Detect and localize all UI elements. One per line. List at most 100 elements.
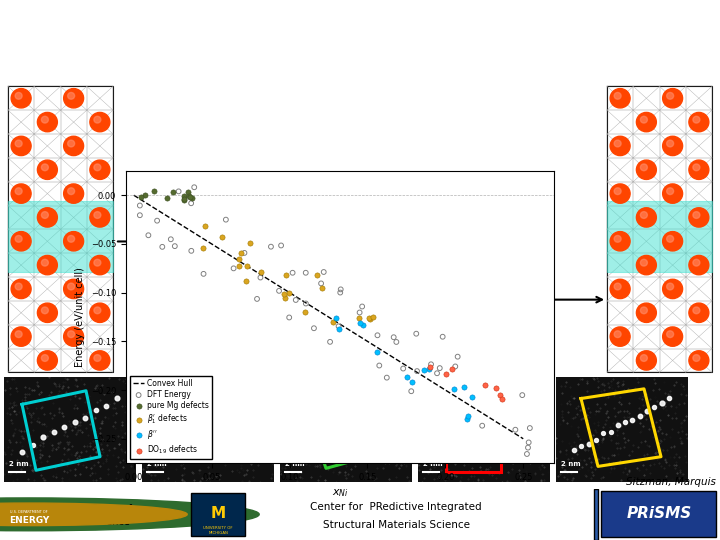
Circle shape: [640, 259, 647, 266]
$\beta''$: [371, 348, 382, 356]
$\beta_1'$ defects: [364, 315, 376, 323]
FancyBboxPatch shape: [191, 493, 245, 536]
Circle shape: [11, 136, 31, 156]
Circle shape: [640, 164, 647, 171]
Circle shape: [63, 327, 84, 346]
DFT Energy: [431, 369, 443, 377]
DFT Energy: [169, 242, 181, 251]
DFT Energy: [251, 295, 263, 303]
DFT Energy: [165, 235, 176, 244]
Circle shape: [636, 160, 657, 179]
Circle shape: [41, 164, 48, 171]
Circle shape: [689, 303, 709, 322]
Bar: [187, 395, 221, 453]
Text: U.S. DEPARTMENT OF: U.S. DEPARTMENT OF: [10, 510, 48, 514]
DFT Energy: [151, 217, 163, 225]
Circle shape: [693, 116, 700, 123]
Text: First-principles: Metastable hcp ground states: First-principles: Metastable hcp ground …: [9, 26, 665, 51]
DFT Energy: [434, 364, 446, 373]
$\beta''$: [418, 366, 430, 374]
Bar: [142, 377, 274, 482]
Circle shape: [41, 307, 48, 314]
DFT Energy: [372, 331, 383, 340]
Circle shape: [41, 116, 48, 123]
Circle shape: [90, 208, 110, 227]
Circle shape: [662, 232, 683, 251]
Circle shape: [614, 235, 621, 242]
Circle shape: [693, 259, 700, 266]
DFT Energy: [275, 241, 287, 250]
Circle shape: [614, 283, 621, 290]
DFT Energy: [356, 302, 368, 311]
Circle shape: [90, 303, 110, 322]
Circle shape: [610, 184, 630, 203]
DFT Energy: [220, 215, 232, 224]
$\beta_1'$ defects: [279, 294, 291, 303]
Circle shape: [63, 279, 84, 299]
Circle shape: [41, 212, 48, 218]
DFT Energy: [315, 279, 327, 288]
Circle shape: [90, 351, 110, 370]
Circle shape: [68, 140, 75, 147]
Circle shape: [90, 160, 110, 179]
Bar: [607, 201, 712, 272]
DFT Energy: [354, 308, 365, 317]
Circle shape: [15, 140, 22, 147]
Bar: [607, 86, 712, 373]
Circle shape: [667, 331, 674, 338]
$\beta_1'$ defects: [235, 248, 247, 257]
pure Mg defects: [184, 192, 195, 200]
DFT Energy: [143, 231, 154, 240]
Circle shape: [636, 303, 657, 322]
Text: Science: Science: [93, 517, 130, 527]
Circle shape: [11, 184, 31, 203]
Circle shape: [15, 283, 22, 290]
DFT Energy: [333, 322, 344, 330]
DFT Energy: [516, 391, 528, 400]
DFT Energy: [374, 361, 385, 370]
$\beta_1'$ defects: [256, 267, 267, 276]
Text: PRiSMS: PRiSMS: [626, 506, 691, 521]
DFT Energy: [411, 367, 423, 375]
$\beta_1'$ defects: [311, 270, 323, 279]
DFT Energy: [388, 333, 400, 342]
DFT Energy: [318, 268, 330, 276]
$\beta_1'$ defects: [234, 254, 246, 263]
DO$_{19}$ defects: [490, 384, 502, 393]
Legend: Convex Hull, DFT Energy, pure Mg defects, $\beta_1'$ defects, $\beta''$, DO$_{19: Convex Hull, DFT Energy, pure Mg defects…: [130, 376, 212, 460]
Circle shape: [68, 235, 75, 242]
Circle shape: [63, 232, 84, 251]
DFT Energy: [524, 424, 536, 433]
Circle shape: [667, 188, 674, 194]
Circle shape: [610, 136, 630, 156]
$\beta''$: [354, 319, 366, 327]
Circle shape: [693, 164, 700, 171]
$\beta_1'$ defects: [363, 314, 374, 322]
DFT Energy: [452, 352, 464, 361]
FancyBboxPatch shape: [601, 491, 716, 537]
Circle shape: [41, 355, 48, 361]
Circle shape: [94, 212, 101, 218]
Circle shape: [68, 92, 75, 99]
Circle shape: [15, 188, 22, 194]
DFT Energy: [198, 269, 210, 278]
Circle shape: [636, 255, 657, 275]
Circle shape: [689, 208, 709, 227]
DFT Energy: [186, 247, 197, 255]
pure Mg defects: [178, 195, 189, 204]
Circle shape: [662, 136, 683, 156]
$\beta_1'$ defects: [280, 271, 292, 279]
DFT Energy: [189, 183, 200, 192]
DFT Energy: [521, 450, 533, 458]
Circle shape: [667, 235, 674, 242]
$\beta_1'$ defects: [353, 314, 364, 323]
pure Mg defects: [148, 187, 159, 195]
Bar: [556, 377, 688, 482]
DFT Energy: [134, 201, 145, 210]
Bar: [8, 86, 113, 373]
$\beta_1'$ defects: [197, 244, 209, 253]
Circle shape: [63, 184, 84, 203]
Circle shape: [68, 283, 75, 290]
$\beta''$: [406, 377, 418, 386]
Circle shape: [68, 331, 75, 338]
